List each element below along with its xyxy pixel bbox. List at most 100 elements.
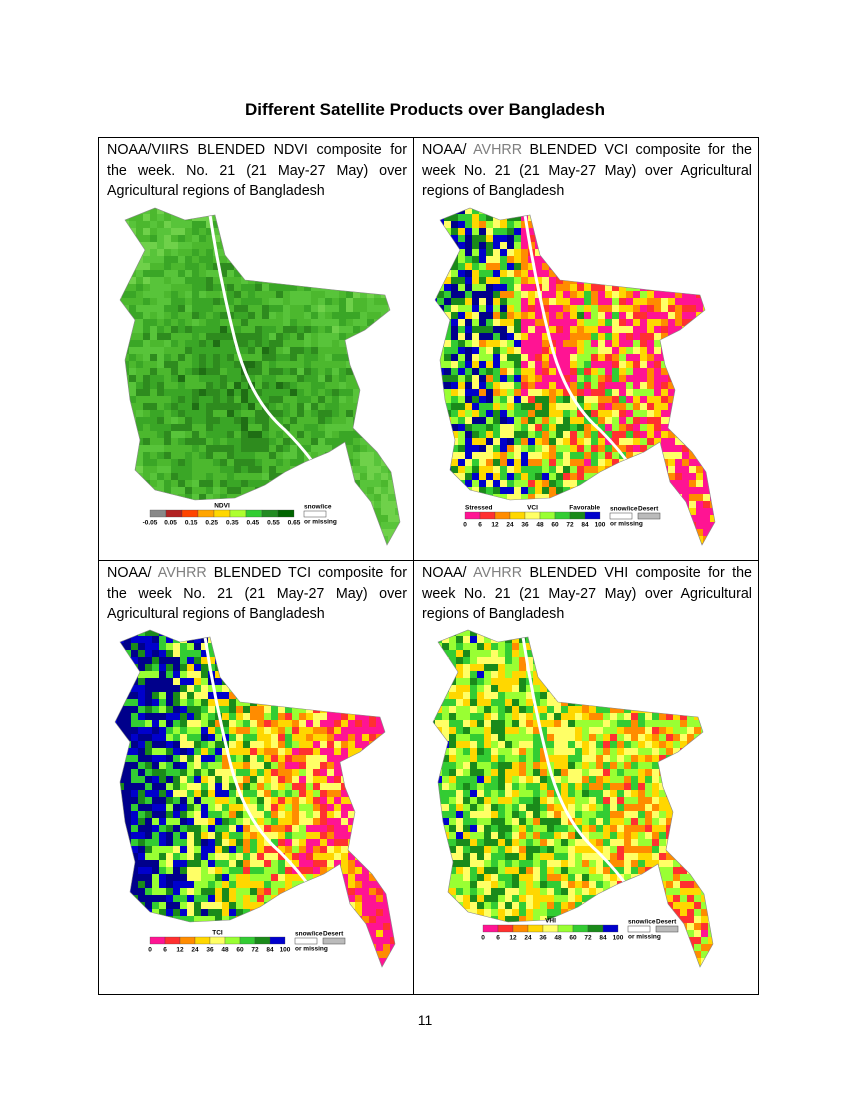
map-pixel <box>598 445 605 452</box>
map-pixel <box>493 389 500 396</box>
map-pixel <box>435 208 437 214</box>
map-pixel <box>255 536 262 543</box>
map-pixel <box>269 263 276 270</box>
map-pixel <box>362 734 369 741</box>
map-pixel <box>556 284 563 291</box>
map-pixel <box>528 536 535 543</box>
map-pixel <box>152 630 159 636</box>
map-pixel <box>647 263 654 270</box>
map-pixel <box>278 636 285 643</box>
map-pixel <box>306 713 313 720</box>
map-pixel <box>367 333 374 340</box>
map-pixel <box>276 389 283 396</box>
map-pixel <box>710 396 715 403</box>
map-pixel <box>297 326 304 333</box>
map-pixel <box>122 312 129 319</box>
map-pixel <box>192 431 199 438</box>
map-pixel <box>591 354 598 361</box>
map-pixel <box>444 361 451 368</box>
map-pixel <box>136 396 143 403</box>
map-pixel <box>451 347 458 354</box>
map-pixel <box>521 494 528 501</box>
map-pixel <box>157 480 164 487</box>
map-pixel <box>591 452 598 459</box>
map-pixel <box>290 242 297 249</box>
map-pixel <box>311 208 318 214</box>
map-pixel <box>626 438 633 445</box>
map-pixel <box>360 445 367 452</box>
map-pixel <box>437 494 444 501</box>
map-pixel <box>647 291 654 298</box>
map-pixel <box>215 685 222 692</box>
map-pixel <box>150 424 157 431</box>
map-pixel <box>598 340 605 347</box>
map-pixel <box>549 445 556 452</box>
map-pixel <box>290 417 297 424</box>
map-pixel <box>353 466 360 473</box>
map-pixel <box>264 727 271 734</box>
map-pixel <box>304 424 311 431</box>
map-pixel <box>362 643 369 650</box>
map-pixel <box>383 622 390 629</box>
map-pixel <box>346 501 353 508</box>
map-pixel <box>435 508 437 515</box>
map-pixel <box>313 671 320 678</box>
map-pixel <box>444 221 451 228</box>
map-pixel <box>346 326 353 333</box>
map-pixel <box>507 249 514 256</box>
map-pixel <box>341 630 348 636</box>
map-pixel <box>612 368 619 375</box>
map-pixel <box>689 298 696 305</box>
map-pixel <box>122 228 129 235</box>
map-pixel <box>250 657 257 664</box>
map-pixel <box>598 452 605 459</box>
map-pixel <box>353 431 360 438</box>
map-pixel <box>675 340 682 347</box>
map-pixel <box>591 347 598 354</box>
map-pixel <box>507 277 514 284</box>
map-pixel <box>367 208 374 214</box>
map-pixel <box>402 305 409 312</box>
map-pixel <box>283 536 290 543</box>
map-pixel <box>360 543 367 545</box>
map-pixel <box>689 270 696 277</box>
map-pixel <box>241 291 248 298</box>
map-pixel <box>605 543 612 545</box>
map-pixel <box>236 636 243 643</box>
map-pixel <box>577 494 584 501</box>
map-pixel <box>276 445 283 452</box>
map-pixel <box>150 403 157 410</box>
map-pixel <box>243 622 250 629</box>
map-pixel <box>283 375 290 382</box>
map-pixel <box>584 480 591 487</box>
map-pixel <box>297 305 304 312</box>
map-pixel <box>311 389 318 396</box>
map-pixel <box>339 305 346 312</box>
map-pixel <box>437 208 444 214</box>
map-pixel <box>675 480 682 487</box>
map-pixel <box>248 242 255 249</box>
map-pixel <box>311 431 318 438</box>
map-pixel <box>381 382 388 389</box>
map-pixel <box>213 291 220 298</box>
map-pixel <box>451 375 458 382</box>
map-pixel <box>115 636 117 643</box>
map-pixel <box>236 671 243 678</box>
map-pixel <box>381 529 388 536</box>
map-pixel <box>374 508 381 515</box>
map-pixel <box>262 480 269 487</box>
map-pixel <box>318 382 325 389</box>
map-pixel <box>570 452 577 459</box>
map-pixel <box>185 473 192 480</box>
map-pixel <box>397 657 404 664</box>
map-pixel <box>318 347 325 354</box>
map-pixel <box>131 643 138 650</box>
map-pixel <box>185 256 192 263</box>
map-pixel <box>220 438 227 445</box>
map-pixel <box>435 480 437 487</box>
map-pixel <box>451 354 458 361</box>
map-pixel <box>542 235 549 242</box>
map-pixel <box>612 459 619 466</box>
map-pixel <box>479 543 486 545</box>
map-pixel <box>178 480 185 487</box>
